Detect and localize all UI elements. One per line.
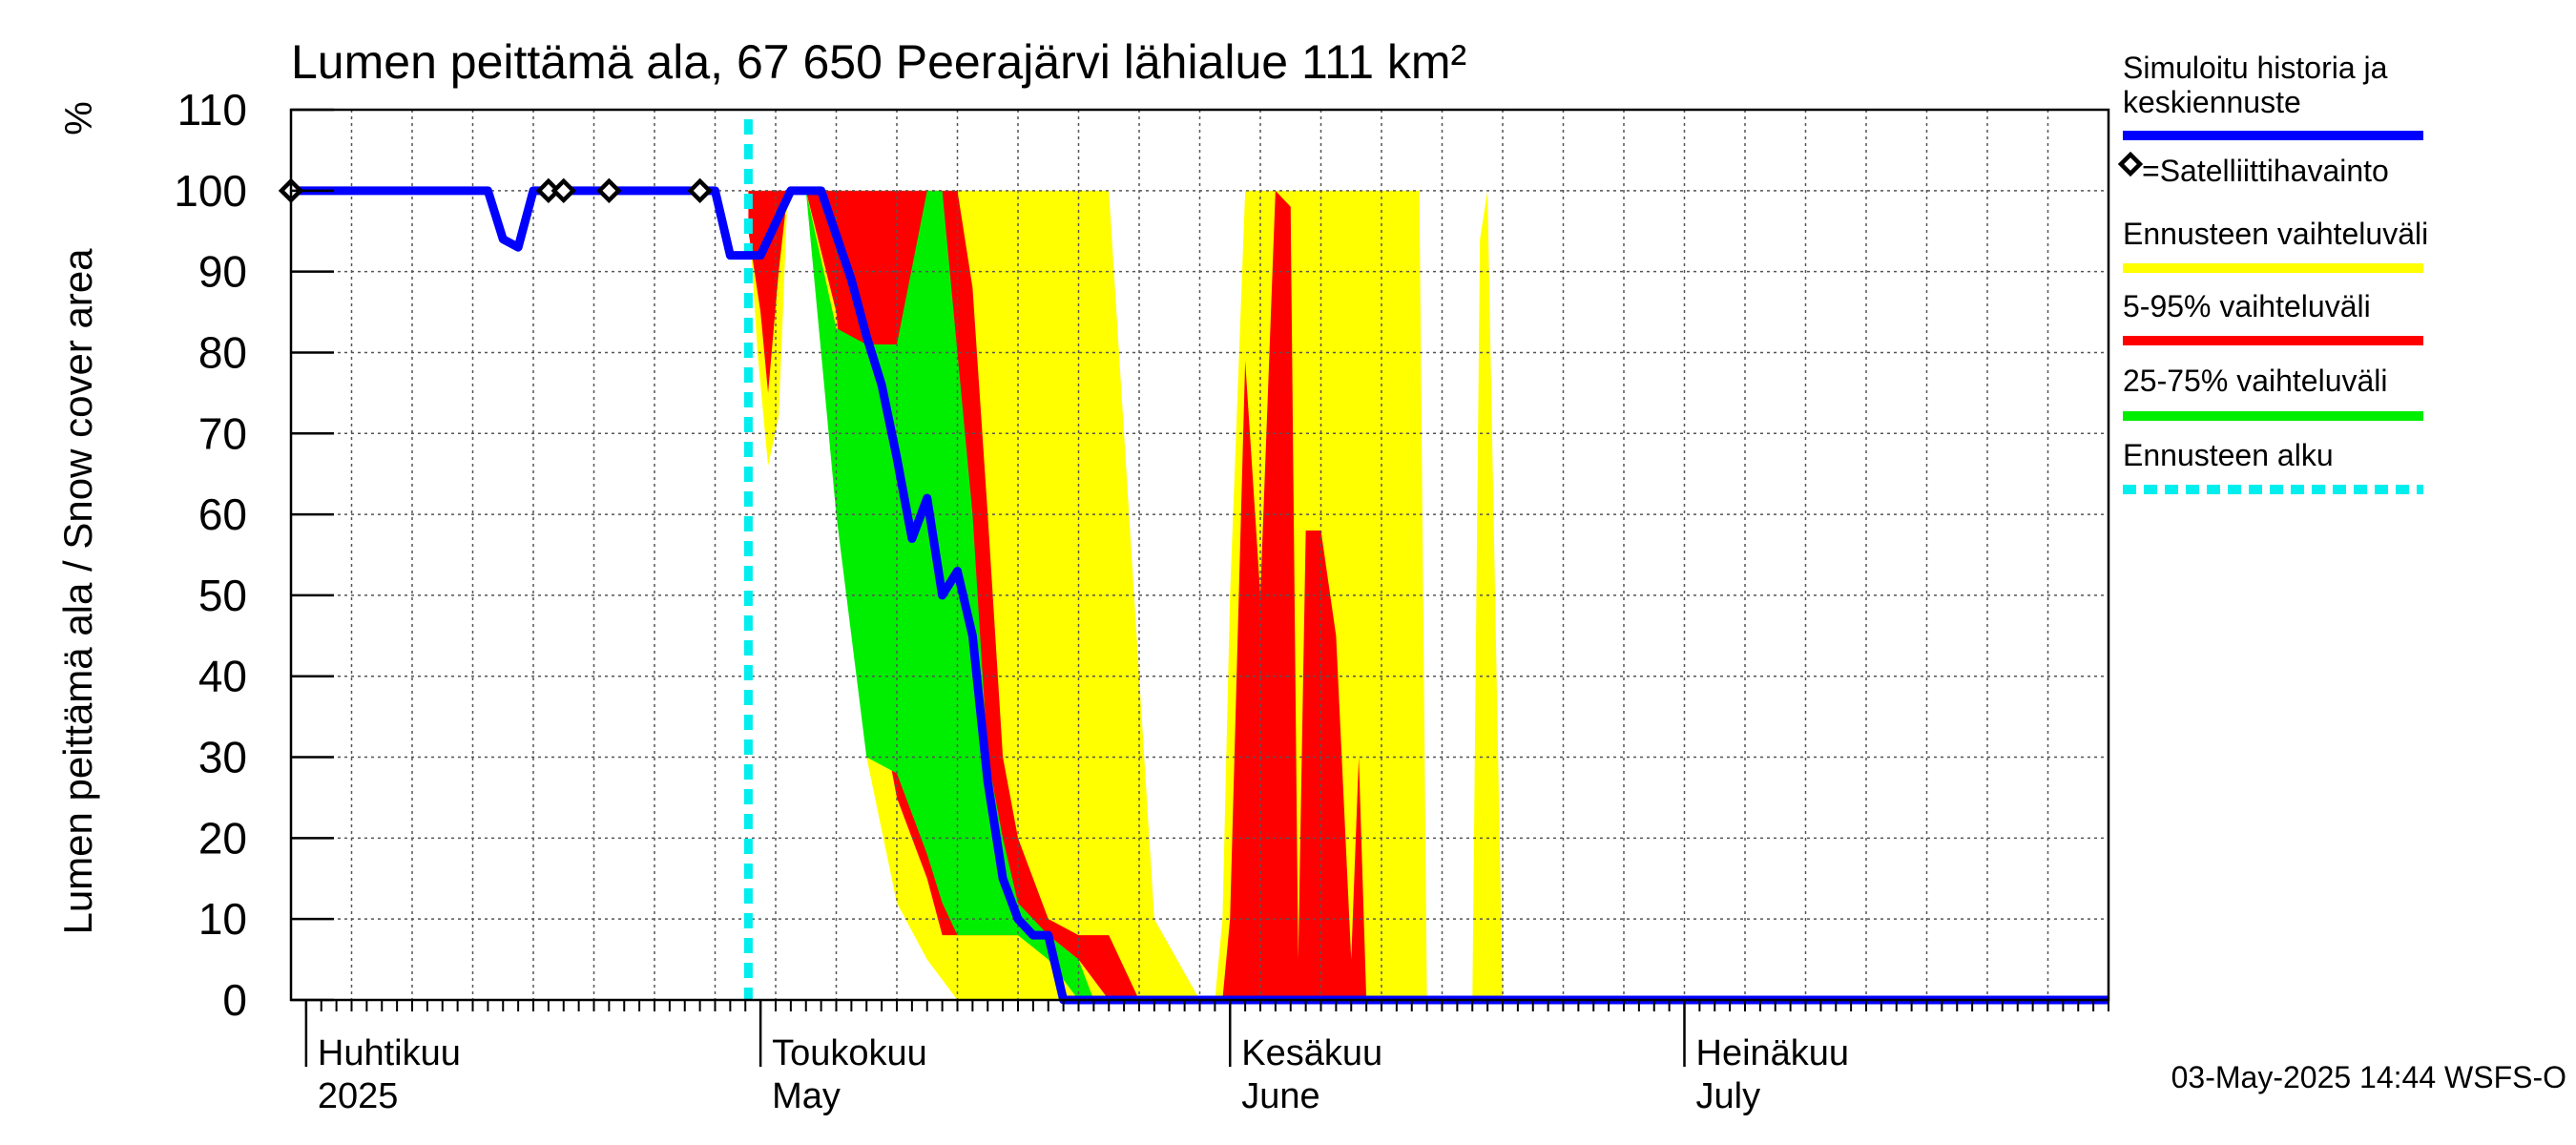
legend-label-0: Simuloitu historia ja [2123, 51, 2388, 85]
satellite-points [278, 177, 713, 204]
satellite-point [551, 177, 576, 204]
satellite-point [687, 177, 713, 204]
y-tick-label: 70 [198, 408, 247, 458]
y-tick-label: 60 [198, 489, 247, 539]
legend-label-2: Ennusteen vaihteluväli [2123, 217, 2428, 251]
y-axis-unit: % [58, 101, 100, 135]
satellite-point [596, 177, 622, 204]
y-axis-ticks: 0 10 20 30 40 50 60 70 80 90 100 110 [174, 85, 334, 1025]
month-label-en: July [1696, 1076, 1761, 1116]
y-tick-label: 10 [198, 894, 247, 944]
legend-label-5: Ennusteen alku [2123, 438, 2334, 472]
month-label-fi: Huhtikuu [318, 1033, 461, 1073]
y-tick-label: 80 [198, 327, 247, 377]
y-tick-label: 30 [198, 733, 247, 782]
legend-marker-1 [2117, 151, 2144, 177]
y-tick-label: 40 [198, 652, 247, 701]
y-axis-label: Lumen peittämä ala / Snow cover area [55, 248, 100, 935]
y-tick-label: 0 [222, 975, 247, 1025]
y-tick-label: 110 [177, 85, 247, 135]
month-label-fi: Heinäkuu [1696, 1033, 1850, 1073]
footer-timestamp: 03-May-2025 14:44 WSFS-O [2171, 1060, 2566, 1094]
y-tick-label: 20 [198, 813, 247, 863]
band-1 [748, 190, 2109, 1000]
grid-lines [291, 110, 2109, 1000]
y-tick-label: 100 [174, 166, 247, 216]
legend-label-3: 5-95% vaihteluväli [2123, 289, 2371, 323]
month-label-en: 2025 [318, 1076, 399, 1116]
legend-label-0: keskiennuste [2123, 85, 2301, 119]
legend-label-1: =Satelliittihavainto [2142, 154, 2389, 188]
month-label-fi: Toukokuu [772, 1033, 927, 1073]
month-label-en: June [1241, 1076, 1319, 1116]
month-label-fi: Kesäkuu [1241, 1033, 1382, 1073]
legend-label-4: 25-75% vaihteluväli [2123, 364, 2388, 398]
y-tick-label: 90 [198, 247, 247, 297]
band-0 [748, 190, 2109, 1000]
month-label-en: May [772, 1076, 841, 1116]
chart-title: Lumen peittämä ala, 67 650 Peerajärvi lä… [291, 35, 1466, 89]
y-tick-label: 50 [198, 571, 247, 620]
